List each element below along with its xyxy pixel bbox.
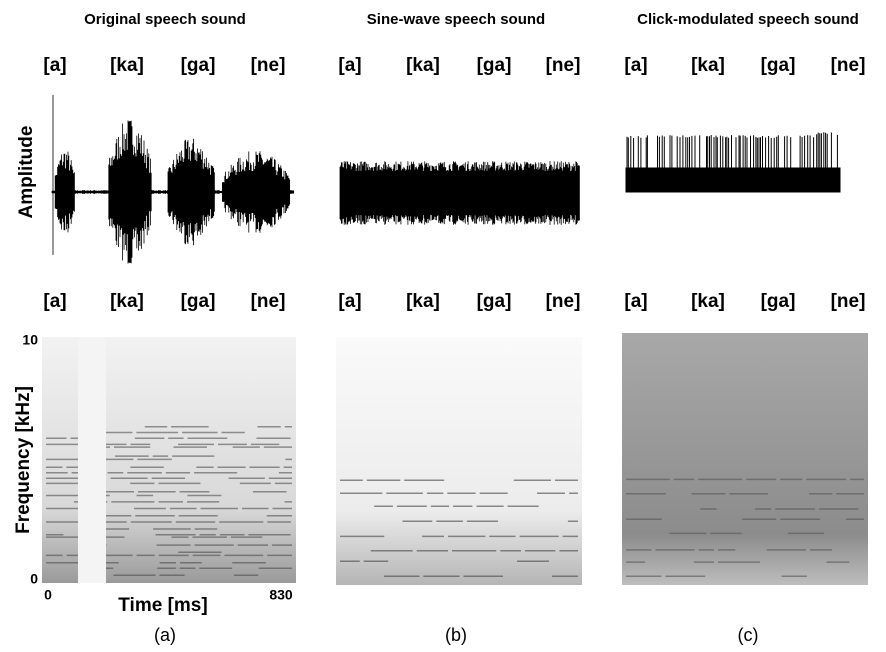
panel-caption: (a) [154,625,176,645]
time-tick: 0 [44,587,52,603]
frequency-tick: 0 [30,571,38,587]
figure: Amplitude Frequency [kHz] 10 0 0 830 Tim… [0,0,886,652]
spectrogram-gap [78,337,106,583]
syllable-label: [ne] [251,291,286,312]
syllable-label: [ka] [691,291,725,312]
syllable-label: [ne] [251,55,286,76]
syllable-label: [a] [43,291,66,312]
syllable-label: [ga] [477,291,512,312]
syllable-label: [ka] [110,55,144,76]
syllable-label: [ka] [406,55,440,76]
syllable-label: [ga] [181,291,216,312]
spectrogram [336,337,582,585]
syllable-label: [a] [338,291,361,312]
spectrogram [622,333,868,585]
syllable-label: [ka] [406,291,440,312]
syllable-label: [a] [624,55,647,76]
syllable-label: [a] [43,55,66,76]
syllable-label: [a] [624,291,647,312]
syllable-label: [ka] [110,291,144,312]
panel-caption: (c) [738,625,759,645]
panel-caption: (b) [445,625,467,645]
syllable-label: [ka] [691,55,725,76]
syllable-label: [ne] [831,55,866,76]
waveform [52,95,294,264]
syllable-label: [ne] [831,291,866,312]
frequency-label: Frequency [kHz] [13,386,34,534]
syllable-label: [ne] [546,291,581,312]
waveform [626,132,840,192]
syllable-label: [ga] [761,291,796,312]
panel-title: Sine-wave speech sound [367,11,545,28]
syllable-label: [ga] [181,55,216,76]
time-tick: 830 [269,587,293,603]
time-label: Time [ms] [118,595,207,616]
panel-title: Click-modulated speech sound [637,11,859,28]
syllable-label: [a] [338,55,361,76]
frequency-tick: 10 [22,332,38,348]
waveform [340,161,579,225]
amplitude-label: Amplitude [16,126,37,219]
syllable-label: [ne] [546,55,581,76]
syllable-label: [ga] [761,55,796,76]
panel-title: Original speech sound [84,11,246,28]
syllable-label: [ga] [477,55,512,76]
